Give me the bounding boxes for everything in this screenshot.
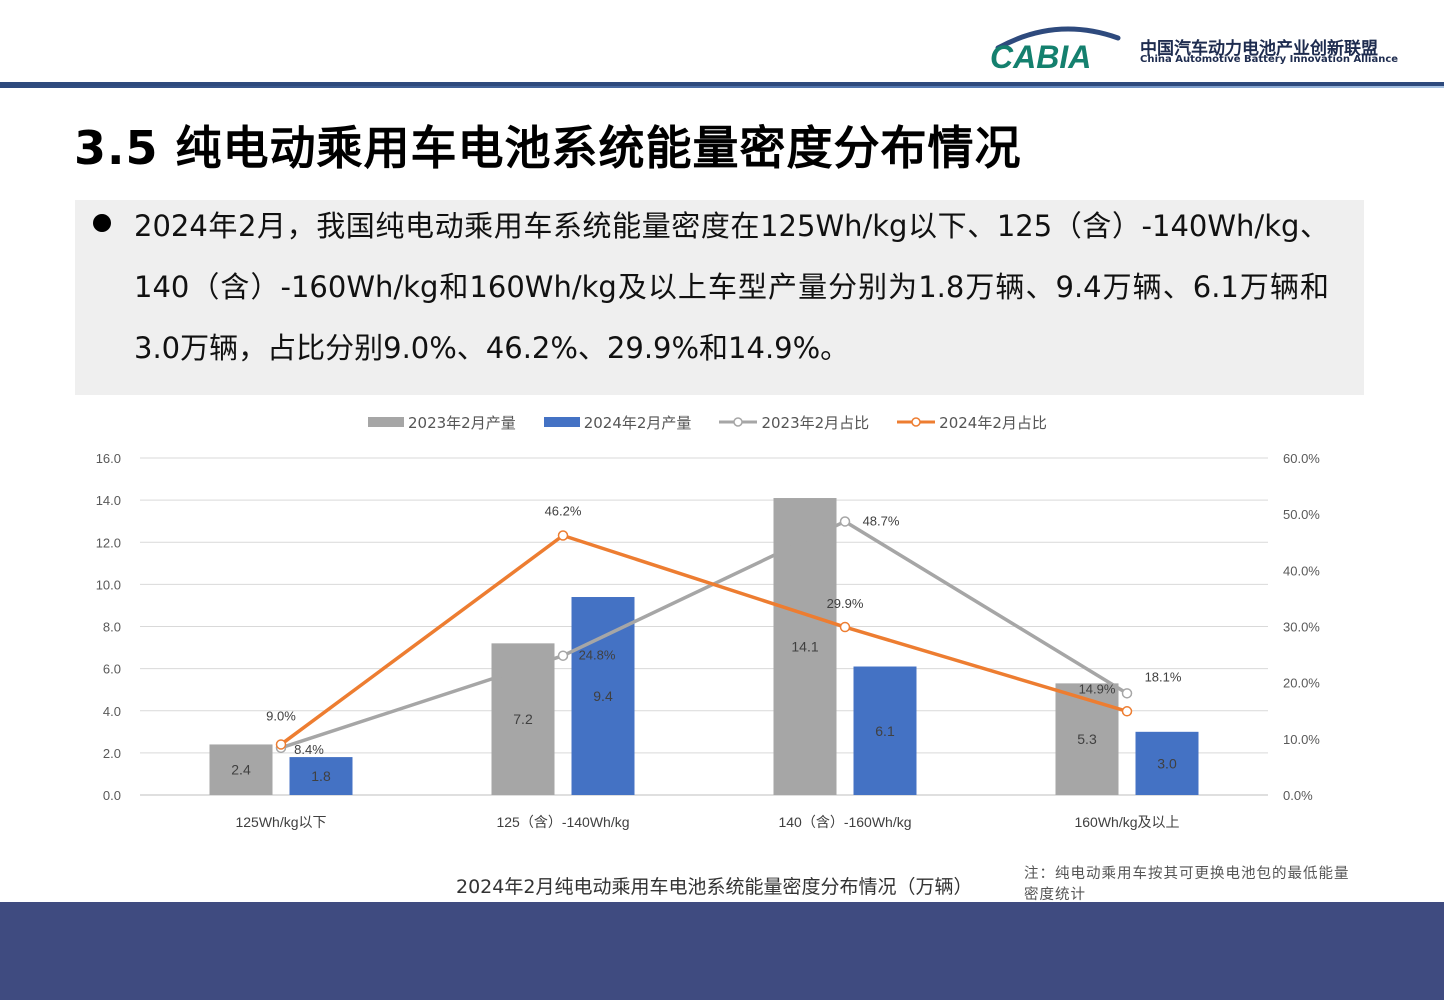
bar (289, 757, 353, 795)
energy-density-chart: 0.0 2.0 4.0 6.0 8.0 10.0 12.0 14.0 16.0 0.0% 10.0%… (96, 451, 1321, 830)
summary-text: 2024年2月，我国纯电动乘用车系统能量密度在125Wh/kg以下、125（含）… (134, 209, 1329, 365)
summary-box (75, 200, 1364, 395)
cabia-logo: CABIA (990, 26, 1121, 72)
legend-line-orange (897, 417, 936, 427)
bar-value-label: 3.0 (1157, 755, 1177, 771)
y-left-tick-label: 14.0 (96, 493, 121, 508)
y-right-tick-label: 40.0% (1283, 563, 1320, 578)
y-right-tick-label: 50.0% (1283, 507, 1320, 522)
line-marker (557, 650, 569, 661)
x-category-label: 160Wh/kg及以上 (1074, 814, 1179, 830)
bar-value-label: 6.1 (875, 723, 895, 739)
y-left-tick-label: 0.0 (103, 788, 121, 803)
bar-value-label: 1.8 (311, 768, 331, 784)
y-right-tick-label: 60.0% (1283, 451, 1320, 466)
y-right-tick-label: 10.0% (1283, 732, 1320, 747)
chart-note: 注：纯电动乘用车按其可更换电池包的最低能量密度统计 (1024, 866, 1350, 903)
line-marker (275, 739, 287, 750)
line-value-label: 46.2% (545, 504, 582, 519)
footer-bar (0, 902, 1444, 1000)
bar (571, 597, 635, 795)
series-line (280, 519, 1128, 750)
line-marker (1121, 688, 1133, 699)
bar (853, 666, 917, 795)
line-value-label: 29.9% (827, 596, 864, 611)
bar (1135, 731, 1199, 795)
bar-value-label: 9.4 (593, 688, 613, 704)
legend-label: 2023年2月产量 (408, 413, 516, 432)
bar (773, 498, 837, 795)
bar-value-label: 5.3 (1077, 731, 1097, 747)
y-left-tick-label: 8.0 (103, 620, 121, 635)
logo-text: CABIA (990, 39, 1091, 72)
y-right-tick-label: 30.0% (1283, 620, 1320, 635)
y-left-tick-label: 12.0 (96, 535, 121, 550)
bar-value-label: 14.1 (791, 639, 818, 655)
line-marker (557, 530, 569, 541)
line-marker (839, 516, 851, 527)
header: CABIA 中国汽车动力电池产业创新联盟 China Automotive Ba… (0, 0, 1444, 88)
legend-line-gray (719, 417, 758, 427)
y-right-tick-label: 20.0% (1283, 676, 1320, 691)
chart-legend: 2023年2月产量 2024年2月产量 2023年2月占比 2024年2月占比 (368, 411, 1075, 433)
line-value-label: 8.4% (294, 742, 324, 757)
header-divider-gradient (0, 86, 1444, 88)
y-left-tick-label: 6.0 (103, 662, 121, 677)
line-value-label: 14.9% (1079, 681, 1116, 696)
legend-label: 2024年2月占比 (939, 413, 1047, 432)
bar (209, 744, 273, 795)
bar (1055, 683, 1119, 795)
y-left-tick-label: 16.0 (96, 451, 121, 466)
y-left-tick-label: 4.0 (103, 704, 121, 719)
x-category-label: 140（含）-160Wh/kg (778, 814, 911, 830)
legend-item-line-2024: 2024年2月占比 (897, 412, 1047, 433)
bar-value-label: 2.4 (231, 762, 251, 778)
line-value-label: 48.7% (863, 513, 900, 528)
x-category-label: 125（含）-140Wh/kg (496, 814, 629, 830)
page-title: 3.5 纯电动乘用车电池系统能量密度分布情况 (74, 121, 1022, 175)
line-value-label: 9.0% (266, 708, 296, 723)
legend-item-bar-2024: 2024年2月产量 (543, 412, 692, 433)
org-name-cn: 中国汽车动力电池产业创新联盟 (1140, 39, 1378, 59)
legend-item-bar-2023: 2023年2月产量 (368, 412, 516, 433)
chart-caption: 2024年2月纯电动乘用车电池系统能量密度分布情况（万辆） (456, 876, 973, 898)
y-left-tick-label: 2.0 (103, 746, 121, 761)
legend-swatch-blue (543, 417, 580, 427)
line-marker (1121, 706, 1133, 717)
bullet-icon (93, 214, 111, 232)
legend-item-line-2023: 2023年2月占比 (719, 412, 869, 433)
x-category-label: 125Wh/kg以下 (235, 814, 326, 830)
y-left-tick-label: 10.0 (96, 577, 121, 592)
series-line (279, 533, 1128, 746)
legend-label: 2024年2月产量 (583, 413, 692, 432)
legend-label: 2023年2月占比 (761, 413, 870, 432)
line-value-label: 18.1% (1145, 669, 1182, 684)
line-value-label: 24.8% (579, 648, 616, 663)
header-divider (0, 82, 1444, 86)
y-right-tick-label: 0.0% (1283, 788, 1313, 803)
line-marker (839, 621, 851, 633)
bar-value-label: 7.2 (513, 711, 533, 727)
legend-swatch-gray (368, 417, 404, 427)
org-name-en: China Automotive Battery Innovation Alli… (1140, 54, 1399, 65)
